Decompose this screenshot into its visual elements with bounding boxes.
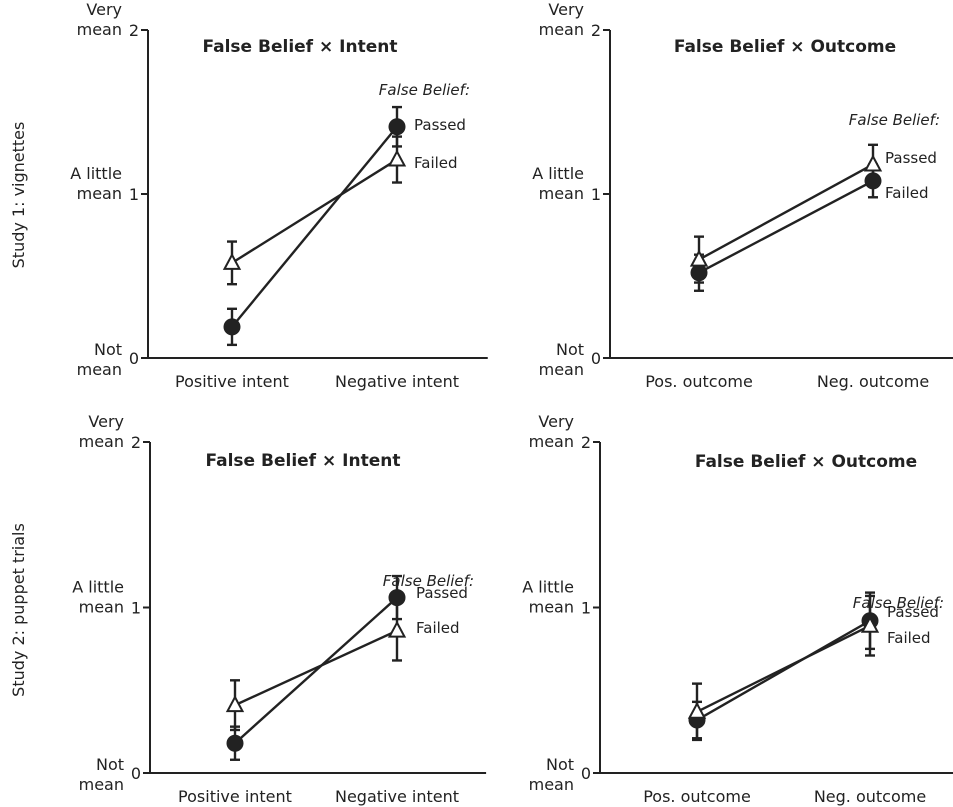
legend-label-failed: Failed — [885, 184, 929, 202]
series-line-passed — [698, 179, 874, 274]
row-labels: Study 1: vignettes Study 2: puppet trial… — [9, 122, 28, 697]
legend-label-passed: Passed — [414, 116, 466, 134]
y-tick-word: mean — [529, 432, 574, 451]
legend-label-passed: Passed — [887, 603, 939, 621]
y-tick-word: mean — [77, 360, 122, 379]
legend-title: False Belief: — [853, 594, 944, 612]
x-category-label: Pos. outcome — [645, 372, 753, 391]
data-point-failed — [689, 249, 709, 267]
y-tick-word: A little — [532, 164, 584, 183]
y-tick-word: mean — [77, 184, 122, 203]
x-category-label: Negative intent — [335, 372, 459, 391]
y-tick-number: 1 — [591, 185, 601, 204]
legend-label-passed: Passed — [416, 584, 468, 602]
series-line-failed — [234, 629, 398, 707]
data-point-failed — [387, 620, 407, 638]
panel-title: False Belief × Intent — [203, 37, 398, 57]
data-point-failed — [387, 149, 407, 167]
y-tick-number: 1 — [129, 185, 139, 204]
y-tick-number: 2 — [129, 21, 139, 40]
row-label-study-2: Study 2: puppet trials — [9, 523, 28, 697]
x-category-label: Negative intent — [335, 787, 459, 806]
y-tick-word: mean — [539, 360, 584, 379]
legend-title: False Belief: — [379, 81, 470, 99]
y-tick-number: 2 — [131, 433, 141, 452]
y-tick-number: 1 — [581, 599, 591, 618]
y-tick-word: A little — [522, 578, 574, 597]
data-point-failed — [863, 154, 883, 172]
y-tick-word: Not — [556, 340, 584, 359]
y-tick-word: Very — [86, 0, 122, 19]
y-tick-word: Very — [548, 0, 584, 19]
y-tick-word: Not — [94, 340, 122, 359]
data-point-passed — [864, 172, 882, 190]
x-category-label: Positive intent — [175, 372, 289, 391]
data-point-failed — [860, 615, 880, 633]
data-point-passed — [690, 264, 708, 282]
y-tick-word: Not — [96, 755, 124, 774]
y-tick-word: mean — [79, 775, 124, 794]
legend-title: False Belief: — [383, 572, 474, 590]
series-line-passed — [234, 596, 398, 745]
y-tick-word: mean — [77, 20, 122, 39]
y-tick-word: A little — [70, 164, 122, 183]
y-tick-number: 0 — [581, 764, 591, 783]
y-tick-number: 2 — [581, 433, 591, 452]
x-category-label: Positive intent — [178, 787, 292, 806]
legend-label-passed: Passed — [885, 149, 937, 167]
x-category-label: Pos. outcome — [643, 787, 751, 806]
series-line-passed — [696, 619, 871, 722]
y-tick-word: mean — [79, 432, 124, 451]
data-point-failed — [225, 695, 245, 713]
y-tick-number: 0 — [591, 349, 601, 368]
y-tick-number: 0 — [131, 764, 141, 783]
y-tick-word: mean — [539, 184, 584, 203]
y-tick-word: mean — [539, 20, 584, 39]
y-tick-number: 1 — [131, 599, 141, 618]
data-point-passed — [226, 734, 244, 752]
series-line-failed — [696, 624, 871, 713]
legend-title: False Belief: — [849, 111, 940, 129]
data-point-passed — [388, 118, 406, 136]
data-point-passed — [388, 589, 406, 607]
y-tick-word: A little — [72, 578, 124, 597]
series-line-failed — [698, 163, 874, 261]
legend-label-failed: Failed — [887, 629, 931, 647]
data-point-passed — [223, 318, 241, 336]
panel-title: False Belief × Intent — [206, 451, 401, 471]
y-tick-word: Very — [538, 412, 574, 431]
legend-label-failed: Failed — [416, 619, 460, 637]
y-tick-word: Very — [88, 412, 124, 431]
y-tick-word: Not — [546, 755, 574, 774]
y-tick-word: mean — [529, 775, 574, 794]
series-line-passed — [231, 125, 398, 328]
panel-title: False Belief × Outcome — [695, 452, 917, 472]
series-line-failed — [231, 158, 398, 264]
data-point-failed — [687, 701, 707, 719]
data-point-failed — [222, 252, 242, 270]
x-category-label: Neg. outcome — [817, 372, 929, 391]
y-tick-word: mean — [529, 598, 574, 617]
y-tick-number: 0 — [129, 349, 139, 368]
row-label-study-1: Study 1: vignettes — [9, 122, 28, 269]
panel-title: False Belief × Outcome — [674, 37, 896, 57]
legend-label-failed: Failed — [414, 154, 458, 172]
y-tick-number: 2 — [591, 21, 601, 40]
y-tick-word: mean — [79, 598, 124, 617]
x-category-label: Neg. outcome — [814, 787, 926, 806]
